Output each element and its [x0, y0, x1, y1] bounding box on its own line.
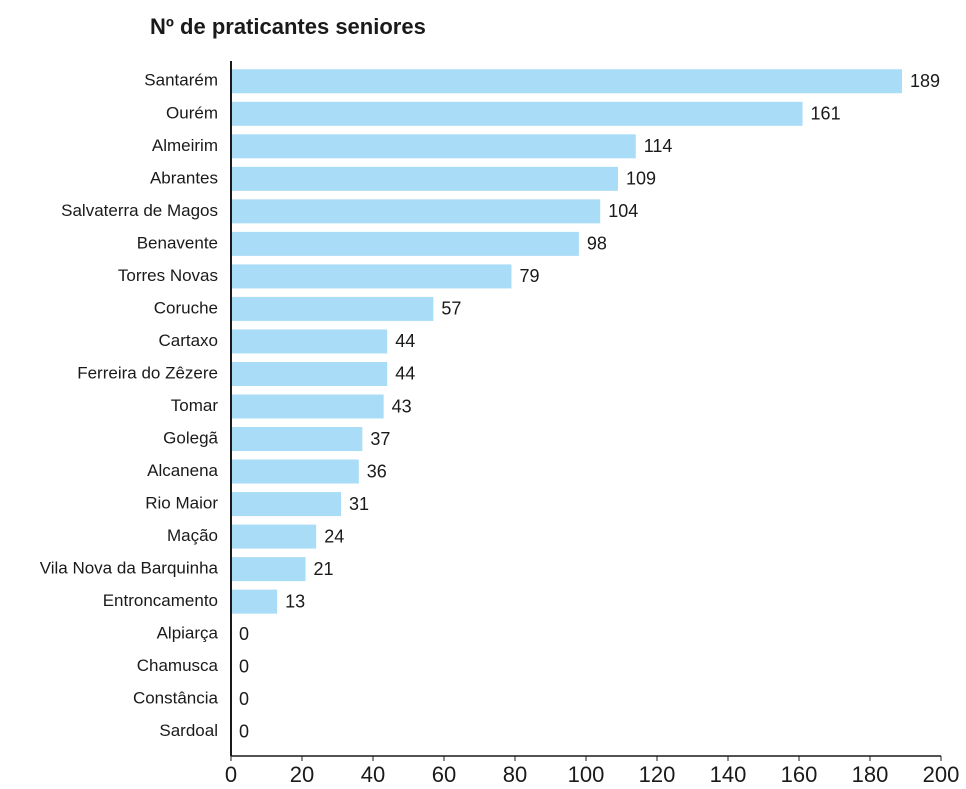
value-label: 21	[314, 559, 334, 579]
y-tick-label: Almeirim	[152, 136, 218, 155]
value-label: 104	[608, 201, 638, 221]
chart-title: Nº de praticantes seniores	[150, 14, 426, 39]
bar	[231, 231, 579, 256]
x-tick-label: 180	[852, 762, 889, 787]
y-tick-label: Vila Nova da Barquinha	[40, 559, 219, 578]
y-tick-label: Sardoal	[159, 721, 218, 740]
bar	[231, 134, 636, 159]
y-tick-label: Coruche	[154, 298, 218, 317]
y-tick-label: Alcanena	[147, 461, 218, 480]
value-label: 37	[370, 429, 390, 449]
y-tick-label: Santarém	[144, 71, 218, 90]
x-tick-label: 100	[568, 762, 605, 787]
bar	[231, 101, 803, 126]
x-tick-label: 200	[923, 762, 960, 787]
y-tick-label: Tomar	[171, 396, 219, 415]
y-tick-label: Cartaxo	[158, 331, 218, 350]
y-tick-label: Benavente	[137, 233, 218, 252]
bar	[231, 394, 384, 419]
bar	[231, 69, 902, 94]
value-label: 44	[395, 331, 415, 351]
value-label: 114	[644, 136, 673, 156]
value-label: 36	[367, 461, 387, 481]
value-label: 24	[324, 526, 344, 546]
x-tick-label: 20	[290, 762, 314, 787]
value-label: 79	[519, 266, 539, 286]
value-label: 98	[587, 234, 607, 254]
value-label: 0	[239, 689, 249, 709]
bar	[231, 459, 359, 484]
bar	[231, 492, 342, 517]
value-label: 31	[349, 494, 369, 514]
x-tick-label: 140	[710, 762, 747, 787]
x-tick-label: 160	[781, 762, 818, 787]
bar	[231, 361, 388, 386]
x-tick-label: 0	[225, 762, 237, 787]
x-tick-label: 60	[432, 762, 456, 787]
y-tick-label: Abrantes	[150, 168, 218, 187]
y-tick-label: Ferreira do Zêzere	[77, 363, 218, 382]
value-label: 0	[239, 624, 249, 644]
y-tick-label: Rio Maior	[145, 494, 218, 513]
value-label: 189	[910, 71, 940, 91]
x-tick-label: 120	[639, 762, 676, 787]
x-tick-label: 40	[361, 762, 385, 787]
y-tick-label: Chamusca	[137, 656, 219, 675]
value-label: 109	[626, 169, 656, 189]
bar	[231, 524, 317, 549]
bar	[231, 296, 434, 321]
y-tick-label: Constância	[133, 689, 219, 708]
y-tick-label: Ourém	[166, 103, 218, 122]
value-label: 57	[441, 299, 461, 319]
bar	[231, 427, 363, 452]
value-label: 44	[395, 364, 415, 384]
y-tick-label: Mação	[167, 526, 218, 545]
value-label: 0	[239, 656, 249, 676]
value-label: 13	[285, 591, 305, 611]
y-tick-label: Salvaterra de Magos	[61, 201, 218, 220]
value-label: 161	[811, 104, 841, 124]
value-label: 0	[239, 721, 249, 741]
value-label: 43	[392, 396, 412, 416]
y-tick-label: Alpiarça	[157, 624, 219, 643]
y-tick-label: Golegã	[163, 429, 218, 448]
bar	[231, 589, 278, 614]
y-tick-label: Torres Novas	[118, 266, 218, 285]
bar	[231, 166, 618, 191]
x-tick-label: 80	[503, 762, 527, 787]
bar	[231, 557, 306, 582]
bar	[231, 329, 388, 354]
bar	[231, 199, 601, 224]
y-tick-label: Entroncamento	[103, 591, 218, 610]
bar	[231, 264, 512, 289]
